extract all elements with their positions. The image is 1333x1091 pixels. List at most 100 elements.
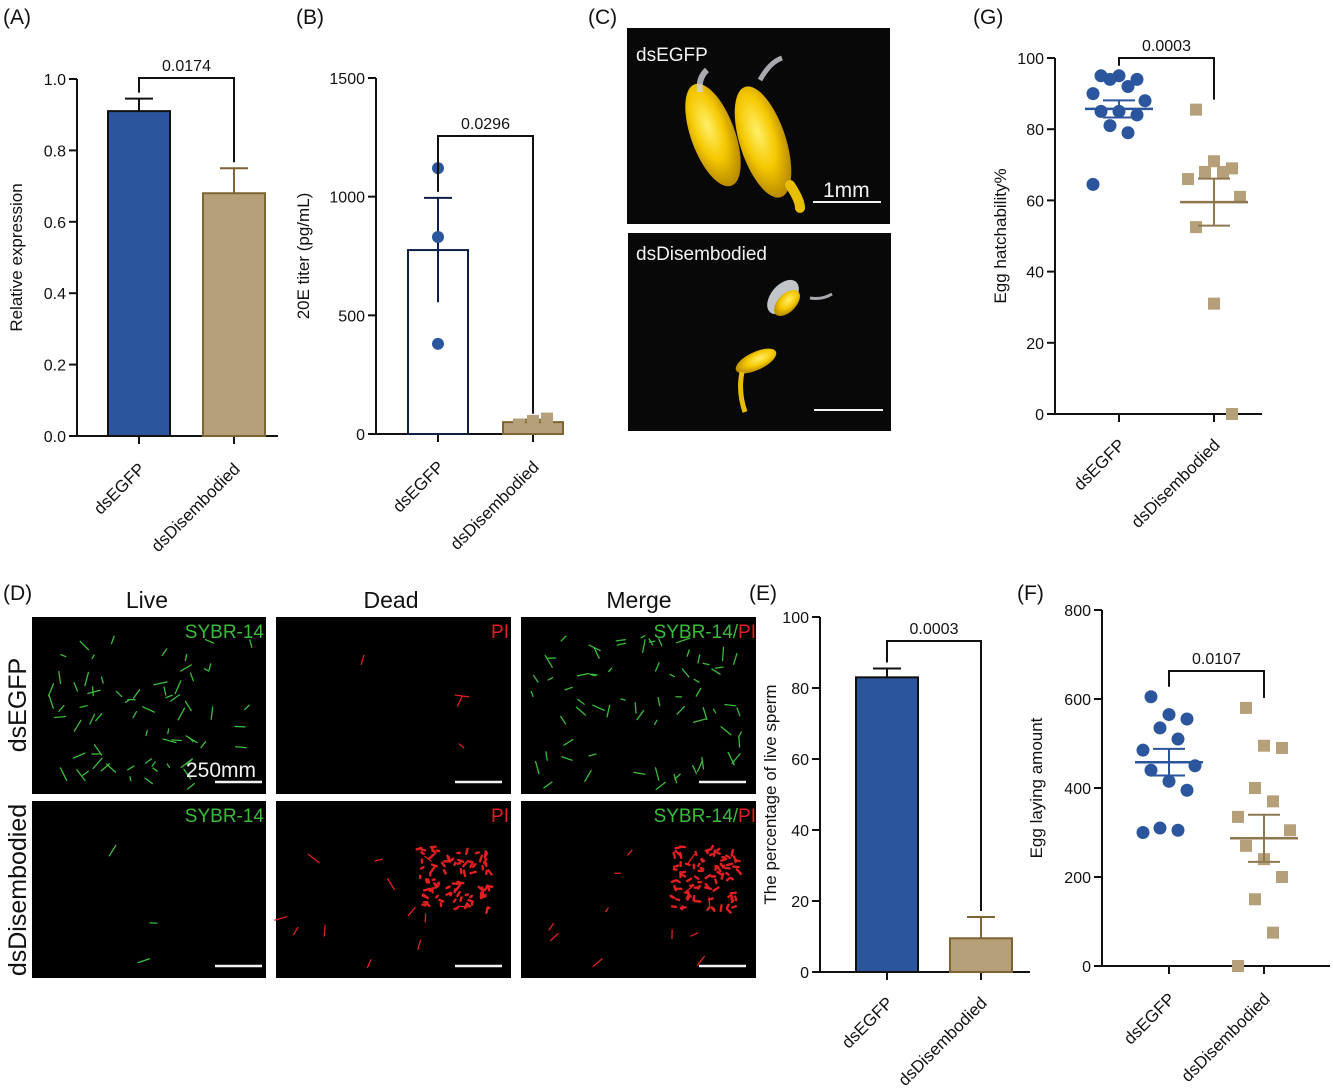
category-label: dsDisembodied <box>895 993 991 1089</box>
data-point <box>541 412 553 425</box>
sperm-cell <box>683 885 694 894</box>
micrograph-dead-dsegfp: PI <box>276 617 511 794</box>
sperm-cell <box>588 644 601 652</box>
y-tick-label: 400 <box>1064 781 1091 798</box>
sperm-cell <box>712 849 716 857</box>
y-tick-label: 40 <box>791 823 809 840</box>
data-point <box>1180 712 1194 726</box>
sperm-cell <box>426 878 431 884</box>
sperm-cell <box>445 885 451 890</box>
y-tick-label: 600 <box>1064 692 1091 709</box>
sperm-cell <box>210 706 214 720</box>
sperm-cell <box>58 704 65 712</box>
sperm-cell <box>704 886 713 890</box>
sperm-cell <box>151 761 156 767</box>
sperm-cell <box>137 958 151 964</box>
sperm-cell <box>720 726 732 736</box>
sperm-cell <box>692 718 708 723</box>
sperm-cell <box>675 879 681 884</box>
sperm-cell <box>184 700 192 712</box>
sperm-cell <box>429 886 435 891</box>
sperm-cell <box>421 893 430 900</box>
sperm-cell <box>684 862 691 867</box>
panel-label-e: (E) <box>749 582 777 605</box>
y-tick-label: 60 <box>791 752 809 769</box>
data-point <box>1267 795 1279 808</box>
sperm-cell <box>735 868 743 876</box>
sperm-cell <box>634 702 637 714</box>
sperm-cell <box>699 866 705 871</box>
sperm-cell <box>686 649 690 657</box>
significance-bracket <box>886 640 982 911</box>
sperm-cell <box>687 894 692 898</box>
sperm-cell <box>92 757 103 770</box>
sperm-cell <box>679 851 683 859</box>
sperm-cell <box>76 769 86 782</box>
scale-bar-label: 250mm <box>186 759 256 782</box>
sperm-cell <box>532 674 539 683</box>
sperm-cell <box>714 666 724 669</box>
sperm-cell <box>738 735 741 748</box>
sperm-cell <box>727 893 733 899</box>
sperm-cell <box>695 687 702 697</box>
sperm-cell <box>679 906 687 910</box>
sperm-cell <box>672 851 677 859</box>
sperm-cell <box>730 896 734 901</box>
sperm-cell <box>485 884 494 889</box>
sperm-cell <box>675 637 691 644</box>
sperm-cell <box>91 654 95 660</box>
sperm-cell <box>708 897 711 909</box>
sperm-cell <box>485 906 490 914</box>
testis-image <box>774 290 800 316</box>
sperm-cell <box>676 705 686 715</box>
sperm-cell <box>465 902 472 908</box>
data-point <box>1182 173 1194 186</box>
stain-label-merge: SYBR-14/PI <box>654 806 756 827</box>
sperm-cell <box>672 864 680 869</box>
p-value-label: 0.0003 <box>910 621 959 638</box>
sperm-cell <box>584 769 592 782</box>
sperm-cell <box>110 635 115 645</box>
sperm-cell <box>696 862 701 868</box>
data-point <box>1136 743 1150 757</box>
sperm-cell <box>615 639 626 642</box>
sperm-cell <box>457 858 465 863</box>
sperm-cell <box>429 866 436 874</box>
micrograph-merge-dsegfp: SYBR-14/PI <box>521 617 756 794</box>
sperm-signal <box>530 635 742 791</box>
sperm-signal <box>415 845 494 914</box>
sperm-cell <box>419 848 427 852</box>
sperm-cell <box>450 857 455 862</box>
sperm-cell <box>640 635 646 639</box>
panel-label-a: (A) <box>3 6 31 29</box>
sperm-cell <box>715 864 722 873</box>
y-tick-label: 0.2 <box>44 358 66 375</box>
p-value-label: 0.0107 <box>1192 651 1241 668</box>
sperm-cell <box>692 764 698 775</box>
sperm-cell <box>673 884 677 892</box>
sperm-cell <box>438 898 445 903</box>
micrograph-live-dsdisembodied: SYBR-14 <box>32 801 266 978</box>
sperm-cell <box>466 859 474 864</box>
sperm-cell <box>487 869 493 876</box>
sperm-cell <box>681 668 690 678</box>
sperm-cell <box>440 861 446 868</box>
data-point <box>1190 221 1202 234</box>
significance-bracket <box>1118 57 1215 100</box>
data-point <box>1199 165 1211 178</box>
data-point <box>432 231 444 244</box>
sperm-cell <box>722 864 726 869</box>
col-header-live: Live <box>126 587 168 613</box>
y-tick-label: 100 <box>1017 51 1044 68</box>
sperm-cell <box>730 876 734 881</box>
y-tick-label: 0 <box>1035 407 1044 424</box>
data-point <box>1086 177 1100 191</box>
sperm-cell <box>184 653 188 662</box>
sperm-cell <box>469 870 477 875</box>
sperm-cell <box>654 662 660 672</box>
sperm-cell <box>730 899 735 904</box>
sperm-cell <box>725 862 734 867</box>
sperm-cell <box>189 672 194 682</box>
